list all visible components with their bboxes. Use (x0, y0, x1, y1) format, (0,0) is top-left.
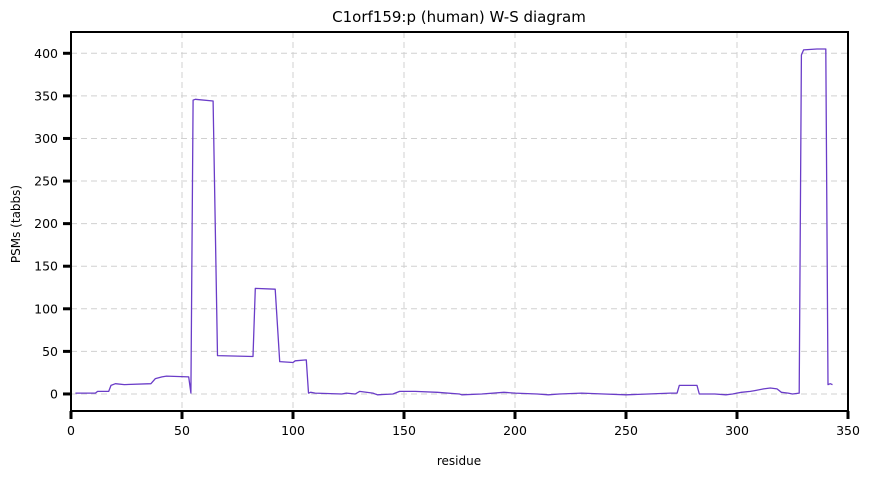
x-tick-label: 200 (503, 423, 527, 438)
axis-ticks: 0 50 100 150 200 250 300 350 0 50 100 150 200 250 300 3… (34, 46, 860, 438)
y-tick-label: 200 (34, 216, 58, 231)
series-line (75, 48, 833, 396)
y-tick-label: 50 (42, 344, 58, 359)
series-layer (75, 48, 833, 396)
y-tick-label: 100 (34, 301, 58, 316)
y-tick-label: 150 (34, 259, 58, 274)
plot-frame (70, 31, 849, 412)
y-tick-label: 0 (50, 386, 58, 401)
x-tick-label: 350 (836, 423, 860, 438)
chart-title: C1orf159:p (human) W-S diagram (332, 8, 586, 26)
x-tick-label: 250 (614, 423, 638, 438)
x-tick-label: 300 (725, 423, 749, 438)
grid (71, 32, 848, 411)
y-tick-label: 300 (34, 131, 58, 146)
x-tick-label: 50 (174, 423, 190, 438)
x-tick-label: 150 (392, 423, 416, 438)
y-tick-label: 400 (34, 46, 58, 61)
y-tick-label: 350 (34, 88, 58, 103)
y-axis-label: PSMs (tabbs) (9, 185, 23, 263)
y-tick-label: 250 (34, 174, 58, 189)
x-tick-label: 100 (281, 423, 305, 438)
x-tick-label: 0 (67, 423, 75, 438)
x-axis-label: residue (437, 454, 481, 468)
